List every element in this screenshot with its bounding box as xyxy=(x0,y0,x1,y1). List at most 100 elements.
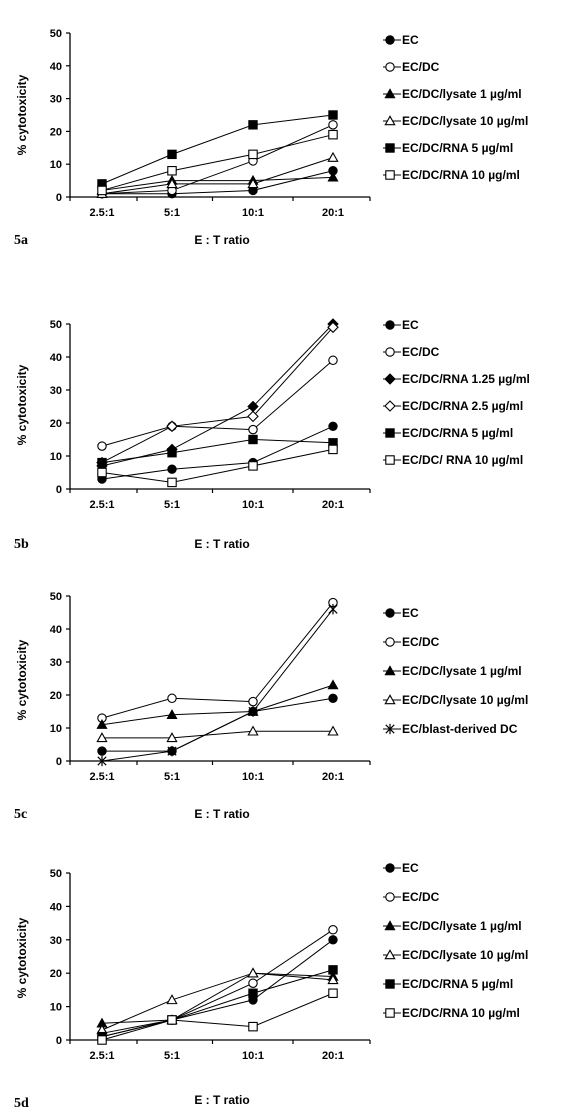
series-line xyxy=(101,359,334,447)
panel-label: 5c xyxy=(14,807,27,822)
data-point xyxy=(248,461,258,471)
y-tick-label: 20 xyxy=(50,968,62,980)
series-1 xyxy=(97,693,338,756)
y-tick-label: 50 xyxy=(50,28,62,40)
y-axis-label: % cytotoxicity xyxy=(15,364,29,445)
legend-label: EC/DC/lysate 1 µg/ml xyxy=(402,87,522,101)
series-line xyxy=(101,992,334,1041)
legend-marker xyxy=(385,170,395,180)
y-tick-label: 10 xyxy=(50,1002,62,1014)
legend-marker xyxy=(385,35,395,45)
legend-label: EC xyxy=(402,606,419,620)
y-tick-label: 30 xyxy=(50,657,62,669)
y-tick-label: 20 xyxy=(50,418,62,430)
legend-label: EC/DC/lysate 10 µg/ml xyxy=(402,114,528,128)
series-line xyxy=(101,929,334,1038)
panel-label: 5a xyxy=(14,233,28,248)
x-axis-label: E : T ratio xyxy=(194,233,249,247)
legend-label: EC/DC xyxy=(402,890,440,904)
legend-entry: EC xyxy=(383,606,419,620)
legend-marker xyxy=(384,920,396,931)
data-point xyxy=(327,151,339,162)
series-5 xyxy=(97,434,338,468)
y-tick-label: 50 xyxy=(50,868,62,880)
legend-label: EC/DC/RNA 10 µg/ml xyxy=(402,1006,520,1020)
legend-label: EC/DC/RNA 1.25 µg/ml xyxy=(402,372,530,386)
x-tick-label: 5:1 xyxy=(164,207,180,219)
chart-panel-5c: 0 10 20 30 40 50 2.5:1 5:1 10:1 20:1 % cytotoxicit… xyxy=(14,591,528,822)
data-point xyxy=(97,185,107,196)
legend-entry: EC/DC/lysate 1 µg/ml xyxy=(383,664,522,678)
legend-marker xyxy=(385,320,395,330)
y-tick-label: 20 xyxy=(50,126,62,138)
series-line xyxy=(101,969,334,1038)
legend-marker xyxy=(385,62,395,72)
data-point xyxy=(97,441,107,451)
legend-marker xyxy=(384,694,396,705)
legend-label: EC/DC xyxy=(402,345,440,359)
data-point xyxy=(248,120,258,130)
data-point xyxy=(167,166,177,176)
x-tick-label: 10:1 xyxy=(242,499,264,511)
legend-entry: EC/DC/RNA 2.5 µg/ml xyxy=(383,399,523,413)
data-point xyxy=(166,709,178,719)
y-tick-label: 30 xyxy=(50,935,62,947)
y-axis-label: % cytotoxicity xyxy=(15,74,29,155)
legend-marker xyxy=(384,400,396,412)
legend-marker xyxy=(385,1008,395,1018)
series-line xyxy=(102,697,334,752)
legend-marker xyxy=(384,949,396,960)
legend-entry: EC xyxy=(383,33,419,47)
data-point xyxy=(248,988,258,998)
data-point xyxy=(248,1021,258,1032)
legend-marker xyxy=(385,347,395,357)
series-4 xyxy=(96,151,339,198)
data-point xyxy=(328,925,338,935)
legend-entry: EC/DC/lysate 10 µg/ml xyxy=(383,948,528,962)
legend-label: EC/DC/RNA 5 µg/ml xyxy=(402,141,513,155)
data-point xyxy=(327,171,339,182)
legend-label: EC/DC/lysate 10 µg/ml xyxy=(402,948,528,962)
series-line xyxy=(101,176,334,191)
x-tick-label: 5:1 xyxy=(164,1050,180,1062)
data-point xyxy=(167,464,177,474)
y-tick-label: 40 xyxy=(50,901,62,913)
y-tick-label: 30 xyxy=(50,385,62,397)
x-tick-label: 10:1 xyxy=(242,1050,264,1062)
legend-entry: EC/DC/ RNA 10 µg/ml xyxy=(383,453,523,467)
legend-label: EC/DC xyxy=(402,635,440,649)
y-tick-label: 50 xyxy=(50,591,62,603)
data-point xyxy=(247,410,259,423)
legend-entry: EC xyxy=(383,318,419,332)
legend-marker xyxy=(385,143,395,153)
data-point xyxy=(248,149,258,160)
legend-entry: EC/DC/RNA 5 µg/ml xyxy=(383,977,513,991)
legend-entry: EC/DC/RNA 1.25 µg/ml xyxy=(383,372,530,386)
series-3 xyxy=(96,171,339,195)
legend-label: EC xyxy=(402,33,419,47)
series-line xyxy=(101,157,334,195)
x-tick-label: 20:1 xyxy=(322,1050,344,1062)
data-point xyxy=(328,355,338,366)
data-point xyxy=(166,420,178,433)
series-line xyxy=(102,170,334,195)
data-point xyxy=(327,974,339,985)
series-line xyxy=(101,684,334,726)
chart-panel-5d: 0 10 20 30 40 50 2.5:1 5:1 10:1 20:1 % cytotoxicit… xyxy=(14,861,528,1111)
y-tick-label: 0 xyxy=(56,1035,62,1047)
chart-panel-5b: 0 10 20 30 40 50 2.5:1 5:1 10:1 20:1 % cytotoxicit… xyxy=(14,318,530,552)
series-1 xyxy=(97,166,338,199)
data-point xyxy=(248,706,258,717)
legend-marker xyxy=(385,723,395,735)
series-6 xyxy=(97,444,338,488)
y-tick-label: 10 xyxy=(50,723,62,735)
y-tick-label: 30 xyxy=(50,94,62,106)
series-line xyxy=(101,608,334,762)
data-point xyxy=(247,725,259,736)
series-line xyxy=(101,425,334,480)
data-point xyxy=(328,693,338,703)
legend-label: EC xyxy=(402,318,419,332)
series-line xyxy=(102,730,333,739)
data-point xyxy=(328,988,338,998)
x-tick-label: 5:1 xyxy=(164,499,180,511)
